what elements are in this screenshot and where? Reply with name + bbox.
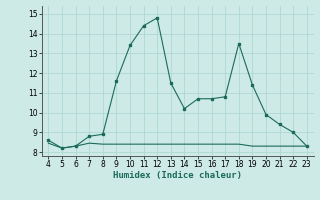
X-axis label: Humidex (Indice chaleur): Humidex (Indice chaleur) [113, 171, 242, 180]
